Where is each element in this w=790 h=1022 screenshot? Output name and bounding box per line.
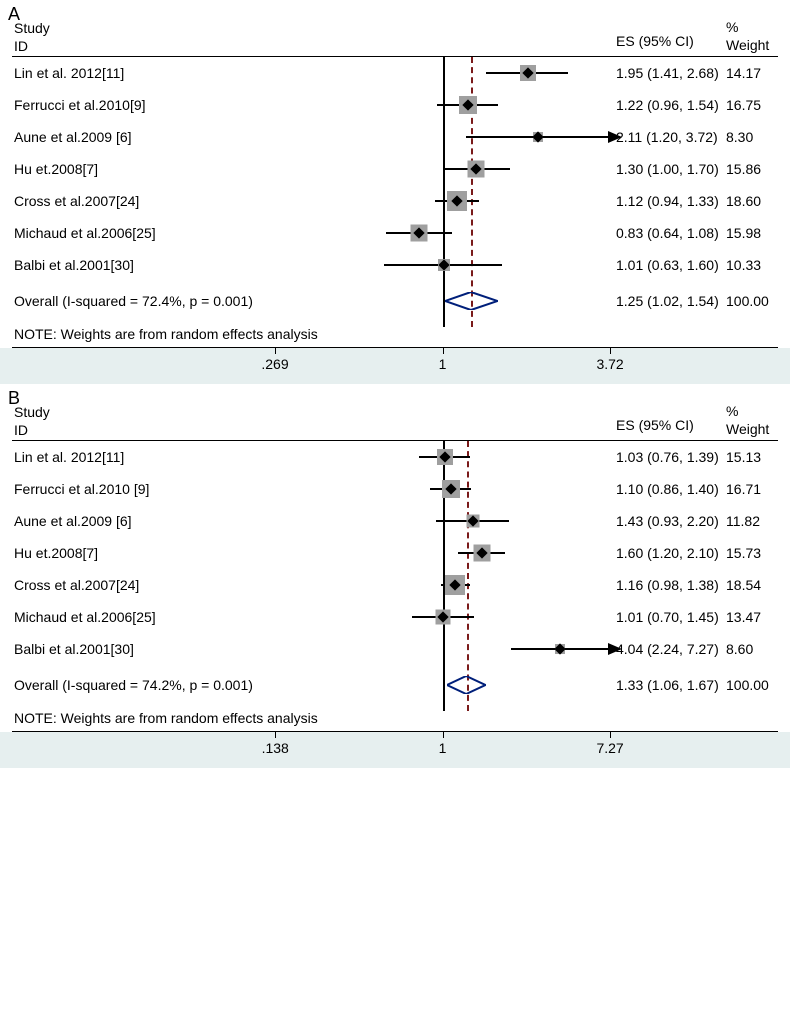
study-row: Michaud et al.2006[25] 1.01 (0.70, 1.45)1… bbox=[0, 601, 790, 633]
axis-tick-label: 1 bbox=[439, 740, 447, 756]
es-value: 4.04 (2.24, 7.27) bbox=[610, 641, 720, 657]
axis-tick-label: 1 bbox=[439, 356, 447, 372]
axis-tick bbox=[275, 732, 276, 738]
study-name: Aune et al.2009 [6] bbox=[0, 513, 275, 529]
axis-tick-label: .138 bbox=[262, 740, 289, 756]
axis-tick bbox=[610, 348, 611, 354]
weight-value: 13.47 bbox=[720, 609, 784, 625]
study-name: Michaud et al.2006[25] bbox=[0, 609, 275, 625]
weight-value: 15.13 bbox=[720, 449, 784, 465]
es-value: 0.83 (0.64, 1.08) bbox=[610, 225, 720, 241]
axis-tick bbox=[443, 732, 444, 738]
es-value: 1.10 (0.86, 1.40) bbox=[610, 481, 720, 497]
note-text: NOTE: Weights are from random effects an… bbox=[0, 321, 790, 347]
forest-plot-panel: AStudyIDES (95% CI)%WeightLin et al. 201… bbox=[0, 0, 790, 384]
header-weight: %Weight bbox=[720, 18, 784, 54]
study-name: Aune et al.2009 [6] bbox=[0, 129, 275, 145]
study-row: Ferrucci et al.2010 [9] 1.10 (0.86, 1.40)… bbox=[0, 473, 790, 505]
overall-es: 1.25 (1.02, 1.54) bbox=[610, 293, 720, 309]
weight-value: 10.33 bbox=[720, 257, 784, 273]
axis-tick-label: 7.27 bbox=[596, 740, 623, 756]
study-name: Hu et.2008[7] bbox=[0, 161, 275, 177]
weight-value: 11.82 bbox=[720, 513, 784, 529]
study-row: Hu et.2008[7] 1.60 (1.20, 2.10)15.73 bbox=[0, 537, 790, 569]
ci-arrow-icon bbox=[608, 643, 622, 655]
header-es: ES (95% CI) bbox=[610, 416, 720, 440]
header-es: ES (95% CI) bbox=[610, 32, 720, 56]
study-name: Lin et al. 2012[11] bbox=[0, 449, 275, 465]
overall-row: Overall (I-squared = 74.2%, p = 0.001) 1.… bbox=[0, 665, 790, 705]
forest-plot-panel: BStudyIDES (95% CI)%WeightLin et al. 201… bbox=[0, 384, 790, 768]
study-name: Cross et al.2007[24] bbox=[0, 577, 275, 593]
es-value: 1.01 (0.70, 1.45) bbox=[610, 609, 720, 625]
axis-tick-label: .269 bbox=[261, 356, 288, 372]
study-row: Lin et al. 2012[11] 1.03 (0.76, 1.39)15.1… bbox=[0, 441, 790, 473]
es-value: 1.43 (0.93, 2.20) bbox=[610, 513, 720, 529]
study-name: Ferrucci et al.2010 [9] bbox=[0, 481, 275, 497]
axis-band: .138 1 7.27 bbox=[0, 732, 790, 768]
axis-tick bbox=[610, 732, 611, 738]
weight-value: 16.71 bbox=[720, 481, 784, 497]
plot-body: Lin et al. 2012[11] 1.95 (1.41, 2.68)14.1… bbox=[0, 57, 790, 321]
study-row: Hu et.2008[7] 1.30 (1.00, 1.70)15.86 bbox=[0, 153, 790, 185]
note-text: NOTE: Weights are from random effects an… bbox=[0, 705, 790, 731]
overall-row: Overall (I-squared = 72.4%, p = 0.001) 1.… bbox=[0, 281, 790, 321]
weight-value: 15.98 bbox=[720, 225, 784, 241]
study-row: Ferrucci et al.2010[9] 1.22 (0.96, 1.54)1… bbox=[0, 89, 790, 121]
study-row: Cross et al.2007[24] 1.16 (0.98, 1.38)18.… bbox=[0, 569, 790, 601]
overall-diamond bbox=[445, 292, 498, 310]
weight-value: 8.60 bbox=[720, 641, 784, 657]
axis-band: .269 1 3.72 bbox=[0, 348, 790, 384]
axis-tick bbox=[443, 348, 444, 354]
weight-value: 15.73 bbox=[720, 545, 784, 561]
study-name: Lin et al. 2012[11] bbox=[0, 65, 275, 81]
weight-value: 14.17 bbox=[720, 65, 784, 81]
header-study: StudyID bbox=[0, 19, 275, 55]
axis-tick bbox=[275, 348, 276, 354]
es-value: 1.60 (1.20, 2.10) bbox=[610, 545, 720, 561]
weight-value: 18.60 bbox=[720, 193, 784, 209]
study-name: Cross et al.2007[24] bbox=[0, 193, 275, 209]
study-row: Michaud et al.2006[25] 0.83 (0.64, 1.08)1… bbox=[0, 217, 790, 249]
study-name: Hu et.2008[7] bbox=[0, 545, 275, 561]
study-name: Balbi et al.2001[30] bbox=[0, 641, 275, 657]
es-value: 1.01 (0.63, 1.60) bbox=[610, 257, 720, 273]
es-value: 2.11 (1.20, 3.72) bbox=[610, 129, 720, 145]
es-value: 1.30 (1.00, 1.70) bbox=[610, 161, 720, 177]
overall-weight: 100.00 bbox=[720, 677, 784, 693]
header-row: StudyID ES (95% CI)%Weight bbox=[0, 384, 790, 440]
study-name: Michaud et al.2006[25] bbox=[0, 225, 275, 241]
study-row: Cross et al.2007[24] 1.12 (0.94, 1.33)18.… bbox=[0, 185, 790, 217]
es-value: 1.12 (0.94, 1.33) bbox=[610, 193, 720, 209]
es-value: 1.22 (0.96, 1.54) bbox=[610, 97, 720, 113]
study-row: Balbi et al.2001[30] 4.04 (2.24, 7.27)8.6… bbox=[0, 633, 790, 665]
weight-value: 8.30 bbox=[720, 129, 784, 145]
overall-es: 1.33 (1.06, 1.67) bbox=[610, 677, 720, 693]
study-name: Balbi et al.2001[30] bbox=[0, 257, 275, 273]
es-value: 1.03 (0.76, 1.39) bbox=[610, 449, 720, 465]
es-value: 1.16 (0.98, 1.38) bbox=[610, 577, 720, 593]
es-value: 1.95 (1.41, 2.68) bbox=[610, 65, 720, 81]
study-name: Ferrucci et al.2010[9] bbox=[0, 97, 275, 113]
weight-value: 18.54 bbox=[720, 577, 784, 593]
header-study: StudyID bbox=[0, 403, 275, 439]
header-weight: %Weight bbox=[720, 402, 784, 438]
study-row: Balbi et al.2001[30] 1.01 (0.63, 1.60)10.… bbox=[0, 249, 790, 281]
study-row: Aune et al.2009 [6] 2.11 (1.20, 3.72)8.30 bbox=[0, 121, 790, 153]
weight-value: 15.86 bbox=[720, 161, 784, 177]
weight-value: 16.75 bbox=[720, 97, 784, 113]
study-row: Aune et al.2009 [6] 1.43 (0.93, 2.20)11.8… bbox=[0, 505, 790, 537]
study-row: Lin et al. 2012[11] 1.95 (1.41, 2.68)14.1… bbox=[0, 57, 790, 89]
ci-arrow-icon bbox=[608, 131, 622, 143]
overall-label: Overall (I-squared = 74.2%, p = 0.001) bbox=[0, 677, 275, 693]
header-row: StudyID ES (95% CI)%Weight bbox=[0, 0, 790, 56]
overall-diamond bbox=[447, 676, 485, 694]
overall-weight: 100.00 bbox=[720, 293, 784, 309]
axis-tick-label: 3.72 bbox=[596, 356, 623, 372]
overall-label: Overall (I-squared = 72.4%, p = 0.001) bbox=[0, 293, 275, 309]
plot-body: Lin et al. 2012[11] 1.03 (0.76, 1.39)15.1… bbox=[0, 441, 790, 705]
